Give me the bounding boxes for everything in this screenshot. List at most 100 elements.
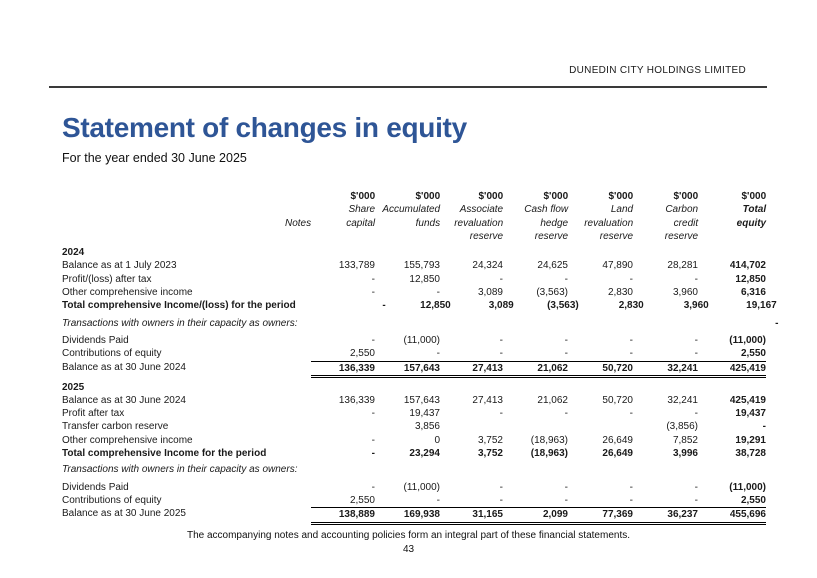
cell-land-revaluation-reserve: -	[629, 408, 633, 420]
cell-associate-revaluation-reserve: 3,752	[477, 448, 503, 460]
cell-notes	[285, 434, 311, 447]
row-label: Balance as at 1 July 2023	[62, 260, 177, 272]
cell-share-capital: -	[371, 273, 375, 285]
cell-associate-revaluation-reserve: 27,413	[472, 394, 503, 406]
cell-carbon-credit-reserve: (3,856)	[666, 421, 698, 433]
table-row: Total comprehensive Income for the perio…	[62, 447, 766, 460]
column-header-line: revaluation	[454, 217, 504, 229]
cell-accumulated-funds: 12,850	[420, 300, 451, 312]
cell-carbon-credit-reserve: -	[694, 348, 698, 360]
cell-accumulated-funds	[387, 463, 452, 476]
cell-land-revaluation-reserve: 26,649	[602, 448, 633, 460]
cell-total-equity: (11,000)	[729, 334, 766, 346]
row-label: Profit/(loss) after tax	[62, 273, 152, 285]
column-header-line: funds	[415, 217, 441, 229]
cell-carbon-credit-reserve: 7,852	[672, 434, 698, 446]
table-row: Contributions of equity 2,550 - - - - - 2,550	[62, 494, 766, 507]
cell-accumulated-funds: -	[436, 287, 440, 299]
cell-cash-flow-hedge-reserve	[515, 463, 580, 476]
column-header-line: credit	[673, 217, 699, 229]
column-header-line: capital	[346, 217, 376, 229]
table-row: Transfer carbon reserve 3,856 (3,856) -	[62, 420, 766, 433]
row-label: Transactions with owners in their capaci…	[62, 464, 298, 476]
table-row: Balance as at 30 June 2025 138,889 169,938…	[62, 507, 766, 525]
cell-land-revaluation-reserve	[568, 420, 633, 433]
cell-associate-revaluation-reserve	[440, 246, 503, 259]
column-header-total-equity: $'000 Total equity	[698, 190, 766, 243]
column-header-land-revaluation-reserve: $'000 Land revaluation reserve	[568, 190, 633, 243]
column-header-line: Cash flow	[524, 204, 569, 216]
column-header-line	[285, 203, 311, 216]
cell-total-equity: 425,419	[698, 360, 766, 378]
row-label: Transactions with owners in their capaci…	[62, 317, 298, 329]
row-label: Contributions of equity	[62, 348, 162, 360]
column-header-line: Associate	[459, 204, 504, 216]
cell-share-capital: -	[371, 408, 375, 420]
cell-share-capital	[311, 381, 375, 394]
cell-associate-revaluation-reserve	[452, 317, 515, 330]
cell-carbon-credit-reserve	[633, 381, 698, 394]
cell-carbon-credit-reserve: 3,960	[672, 287, 698, 299]
cell-cash-flow-hedge-reserve	[503, 420, 568, 433]
cell-cash-flow-hedge-reserve	[503, 381, 568, 394]
cell-land-revaluation-reserve: 50,720	[568, 360, 633, 378]
cell-associate-revaluation-reserve: 3,089	[477, 287, 503, 299]
column-header-line: reserve	[599, 230, 634, 242]
cell-total-equity: -	[762, 421, 766, 433]
cell-land-revaluation-reserve: 50,720	[602, 394, 633, 406]
cell-carbon-credit-reserve	[645, 463, 710, 476]
cell-associate-revaluation-reserve: -	[499, 494, 503, 506]
cell-accumulated-funds: -	[436, 348, 440, 360]
cell-carbon-credit-reserve	[645, 317, 710, 330]
cell-cash-flow-hedge-reserve: 21,062	[537, 394, 568, 406]
cell-associate-revaluation-reserve	[440, 381, 503, 394]
column-header-line: Accumulated	[382, 204, 441, 216]
table-row: Dividends Paid - (11,000) - - - - (11,000)	[62, 334, 766, 347]
cell-land-revaluation-reserve: -	[629, 273, 633, 285]
row-label: Other comprehensive income	[62, 287, 193, 299]
row-label: Total comprehensive Income/(loss) for th…	[62, 300, 296, 312]
column-header-line: $'000	[478, 191, 504, 202]
cell-notes	[285, 273, 311, 286]
cell-notes	[297, 317, 323, 330]
table-row: Profit after tax - 19,437 - - - - 19,437	[62, 407, 766, 420]
column-header-line: Land	[610, 204, 634, 216]
column-header-notes: Notes	[285, 190, 311, 243]
cell-land-revaluation-reserve	[568, 381, 633, 394]
cell-accumulated-funds: (11,000)	[403, 334, 440, 346]
table-row: 2025	[62, 381, 766, 394]
table-row: Profit/(loss) after tax - 12,850 - - - - 12,850	[62, 273, 766, 286]
column-header-line: $'000	[673, 191, 699, 202]
column-header-line: equity	[736, 217, 767, 229]
cell-land-revaluation-reserve: 2,830	[607, 287, 633, 299]
cell-total-equity	[710, 463, 778, 476]
column-header-line: Carbon	[665, 204, 699, 216]
column-header-line: $'000	[608, 191, 634, 202]
cell-accumulated-funds: 169,938	[375, 507, 440, 525]
cell-accumulated-funds: 157,643	[375, 360, 440, 378]
cell-associate-revaluation-reserve: 31,165	[440, 507, 503, 525]
column-header-line: hedge	[540, 217, 569, 229]
cell-accumulated-funds	[387, 317, 452, 330]
cell-associate-revaluation-reserve	[452, 463, 515, 476]
cell-carbon-credit-reserve: 3,996	[672, 448, 698, 460]
cell-accumulated-funds: 0	[434, 434, 440, 446]
column-header-line	[375, 230, 440, 243]
cell-total-equity: -	[775, 317, 779, 329]
row-label: Contributions of equity	[62, 494, 162, 506]
cell-carbon-credit-reserve: -	[694, 334, 698, 346]
cell-carbon-credit-reserve	[633, 246, 698, 259]
cell-land-revaluation-reserve: -	[629, 481, 633, 493]
cell-notes	[285, 507, 311, 520]
cell-notes	[297, 463, 323, 476]
cell-carbon-credit-reserve: 28,281	[667, 260, 698, 272]
column-header-line: $'000	[543, 191, 569, 202]
cell-cash-flow-hedge-reserve: -	[564, 481, 568, 493]
column-header-line: $'000	[415, 191, 441, 202]
cell-notes	[285, 246, 311, 259]
cell-share-capital	[311, 420, 375, 433]
cell-total-equity: 38,728	[735, 448, 766, 460]
cell-total-equity: 19,167	[746, 300, 777, 312]
column-header-line: Share	[348, 204, 376, 216]
cell-cash-flow-hedge-reserve: -	[564, 494, 568, 506]
